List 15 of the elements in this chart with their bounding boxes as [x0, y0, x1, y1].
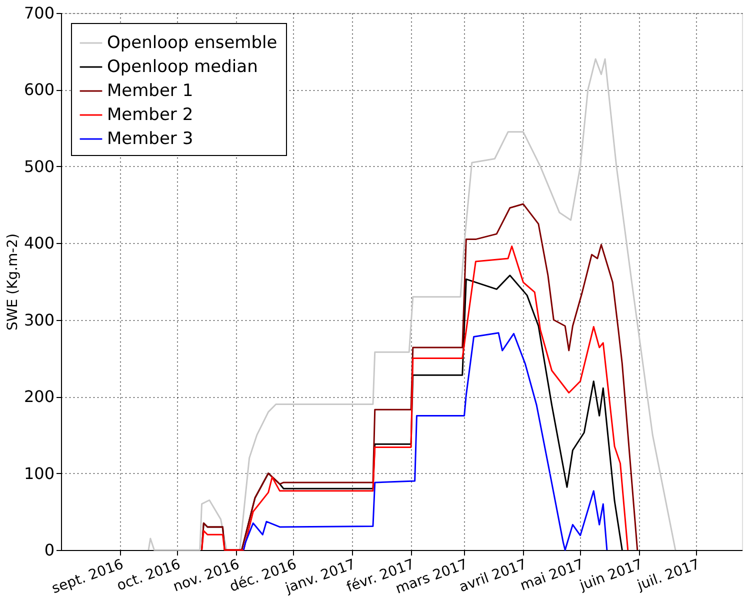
- y-tick-label: 100: [24, 464, 54, 483]
- y-tick-label: 700: [24, 4, 54, 22]
- y-axis-title: SWE (Kg.m-2): [4, 233, 21, 331]
- legend-label: Member 3: [107, 129, 194, 149]
- y-tick-label: 300: [24, 310, 54, 330]
- y-tick-label: 600: [24, 80, 54, 100]
- y-tick-label: 400: [24, 234, 54, 253]
- line-series: [242, 332, 608, 551]
- legend-label: Member 2: [107, 105, 194, 125]
- y-tick-label: 200: [24, 387, 54, 406]
- legend-label: Openloop median: [107, 57, 258, 77]
- y-tick-label: 500: [24, 156, 54, 176]
- legend-label: Openloop ensemble: [107, 33, 278, 53]
- y-tick-label: 0: [44, 540, 54, 560]
- legend-label: Member 1: [107, 81, 194, 101]
